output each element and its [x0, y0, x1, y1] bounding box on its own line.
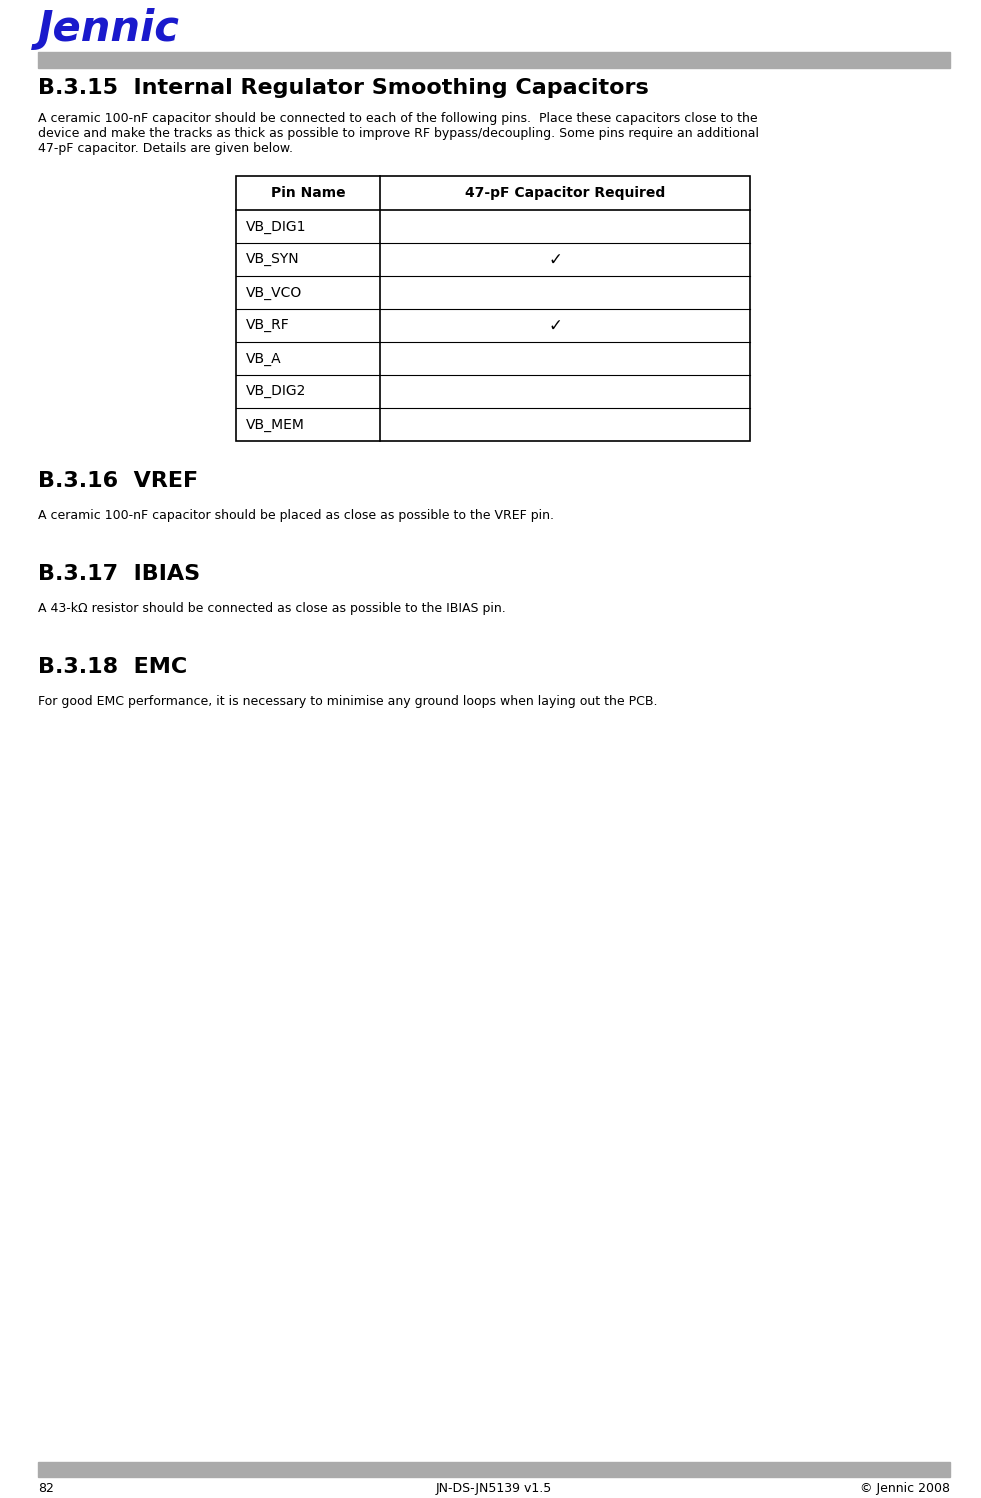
Text: VB_RF: VB_RF — [246, 319, 289, 333]
Text: A 43-kΩ resistor should be connected as close as possible to the IBIAS pin.: A 43-kΩ resistor should be connected as … — [38, 602, 506, 616]
Text: B.3.15  Internal Regulator Smoothing Capacitors: B.3.15 Internal Regulator Smoothing Capa… — [38, 78, 648, 97]
Text: device and make the tracks as thick as possible to improve RF bypass/decoupling.: device and make the tracks as thick as p… — [38, 127, 759, 139]
Text: A ceramic 100-nF capacitor should be connected to each of the following pins.  P: A ceramic 100-nF capacitor should be con… — [38, 112, 757, 124]
Text: 47-pF capacitor. Details are given below.: 47-pF capacitor. Details are given below… — [38, 142, 293, 154]
Text: ✓: ✓ — [548, 316, 562, 334]
Text: VB_DIG1: VB_DIG1 — [246, 220, 306, 234]
Text: JN-DS-JN5139 v1.5: JN-DS-JN5139 v1.5 — [436, 1482, 552, 1495]
Text: 47-pF Capacitor Required: 47-pF Capacitor Required — [465, 186, 665, 201]
Text: © Jennic 2008: © Jennic 2008 — [860, 1482, 950, 1495]
Text: A ceramic 100-nF capacitor should be placed as close as possible to the VREF pin: A ceramic 100-nF capacitor should be pla… — [38, 509, 554, 521]
Text: Jennic: Jennic — [38, 7, 180, 49]
Bar — [236, 175, 750, 440]
Text: VB_SYN: VB_SYN — [246, 253, 299, 267]
Text: B.3.17  IBIAS: B.3.17 IBIAS — [38, 565, 200, 584]
Text: B.3.18  EMC: B.3.18 EMC — [38, 658, 187, 677]
Text: VB_MEM: VB_MEM — [246, 418, 305, 431]
Text: B.3.16  VREF: B.3.16 VREF — [38, 470, 198, 491]
Text: VB_DIG2: VB_DIG2 — [246, 385, 306, 398]
Text: VB_VCO: VB_VCO — [246, 286, 302, 300]
Text: ✓: ✓ — [548, 250, 562, 268]
Text: VB_A: VB_A — [246, 352, 282, 366]
Text: For good EMC performance, it is necessary to minimise any ground loops when layi: For good EMC performance, it is necessar… — [38, 695, 657, 709]
Text: Pin Name: Pin Name — [271, 186, 345, 201]
Bar — [38, 52, 950, 67]
Text: 82: 82 — [38, 1482, 54, 1495]
Bar — [38, 1462, 950, 1477]
